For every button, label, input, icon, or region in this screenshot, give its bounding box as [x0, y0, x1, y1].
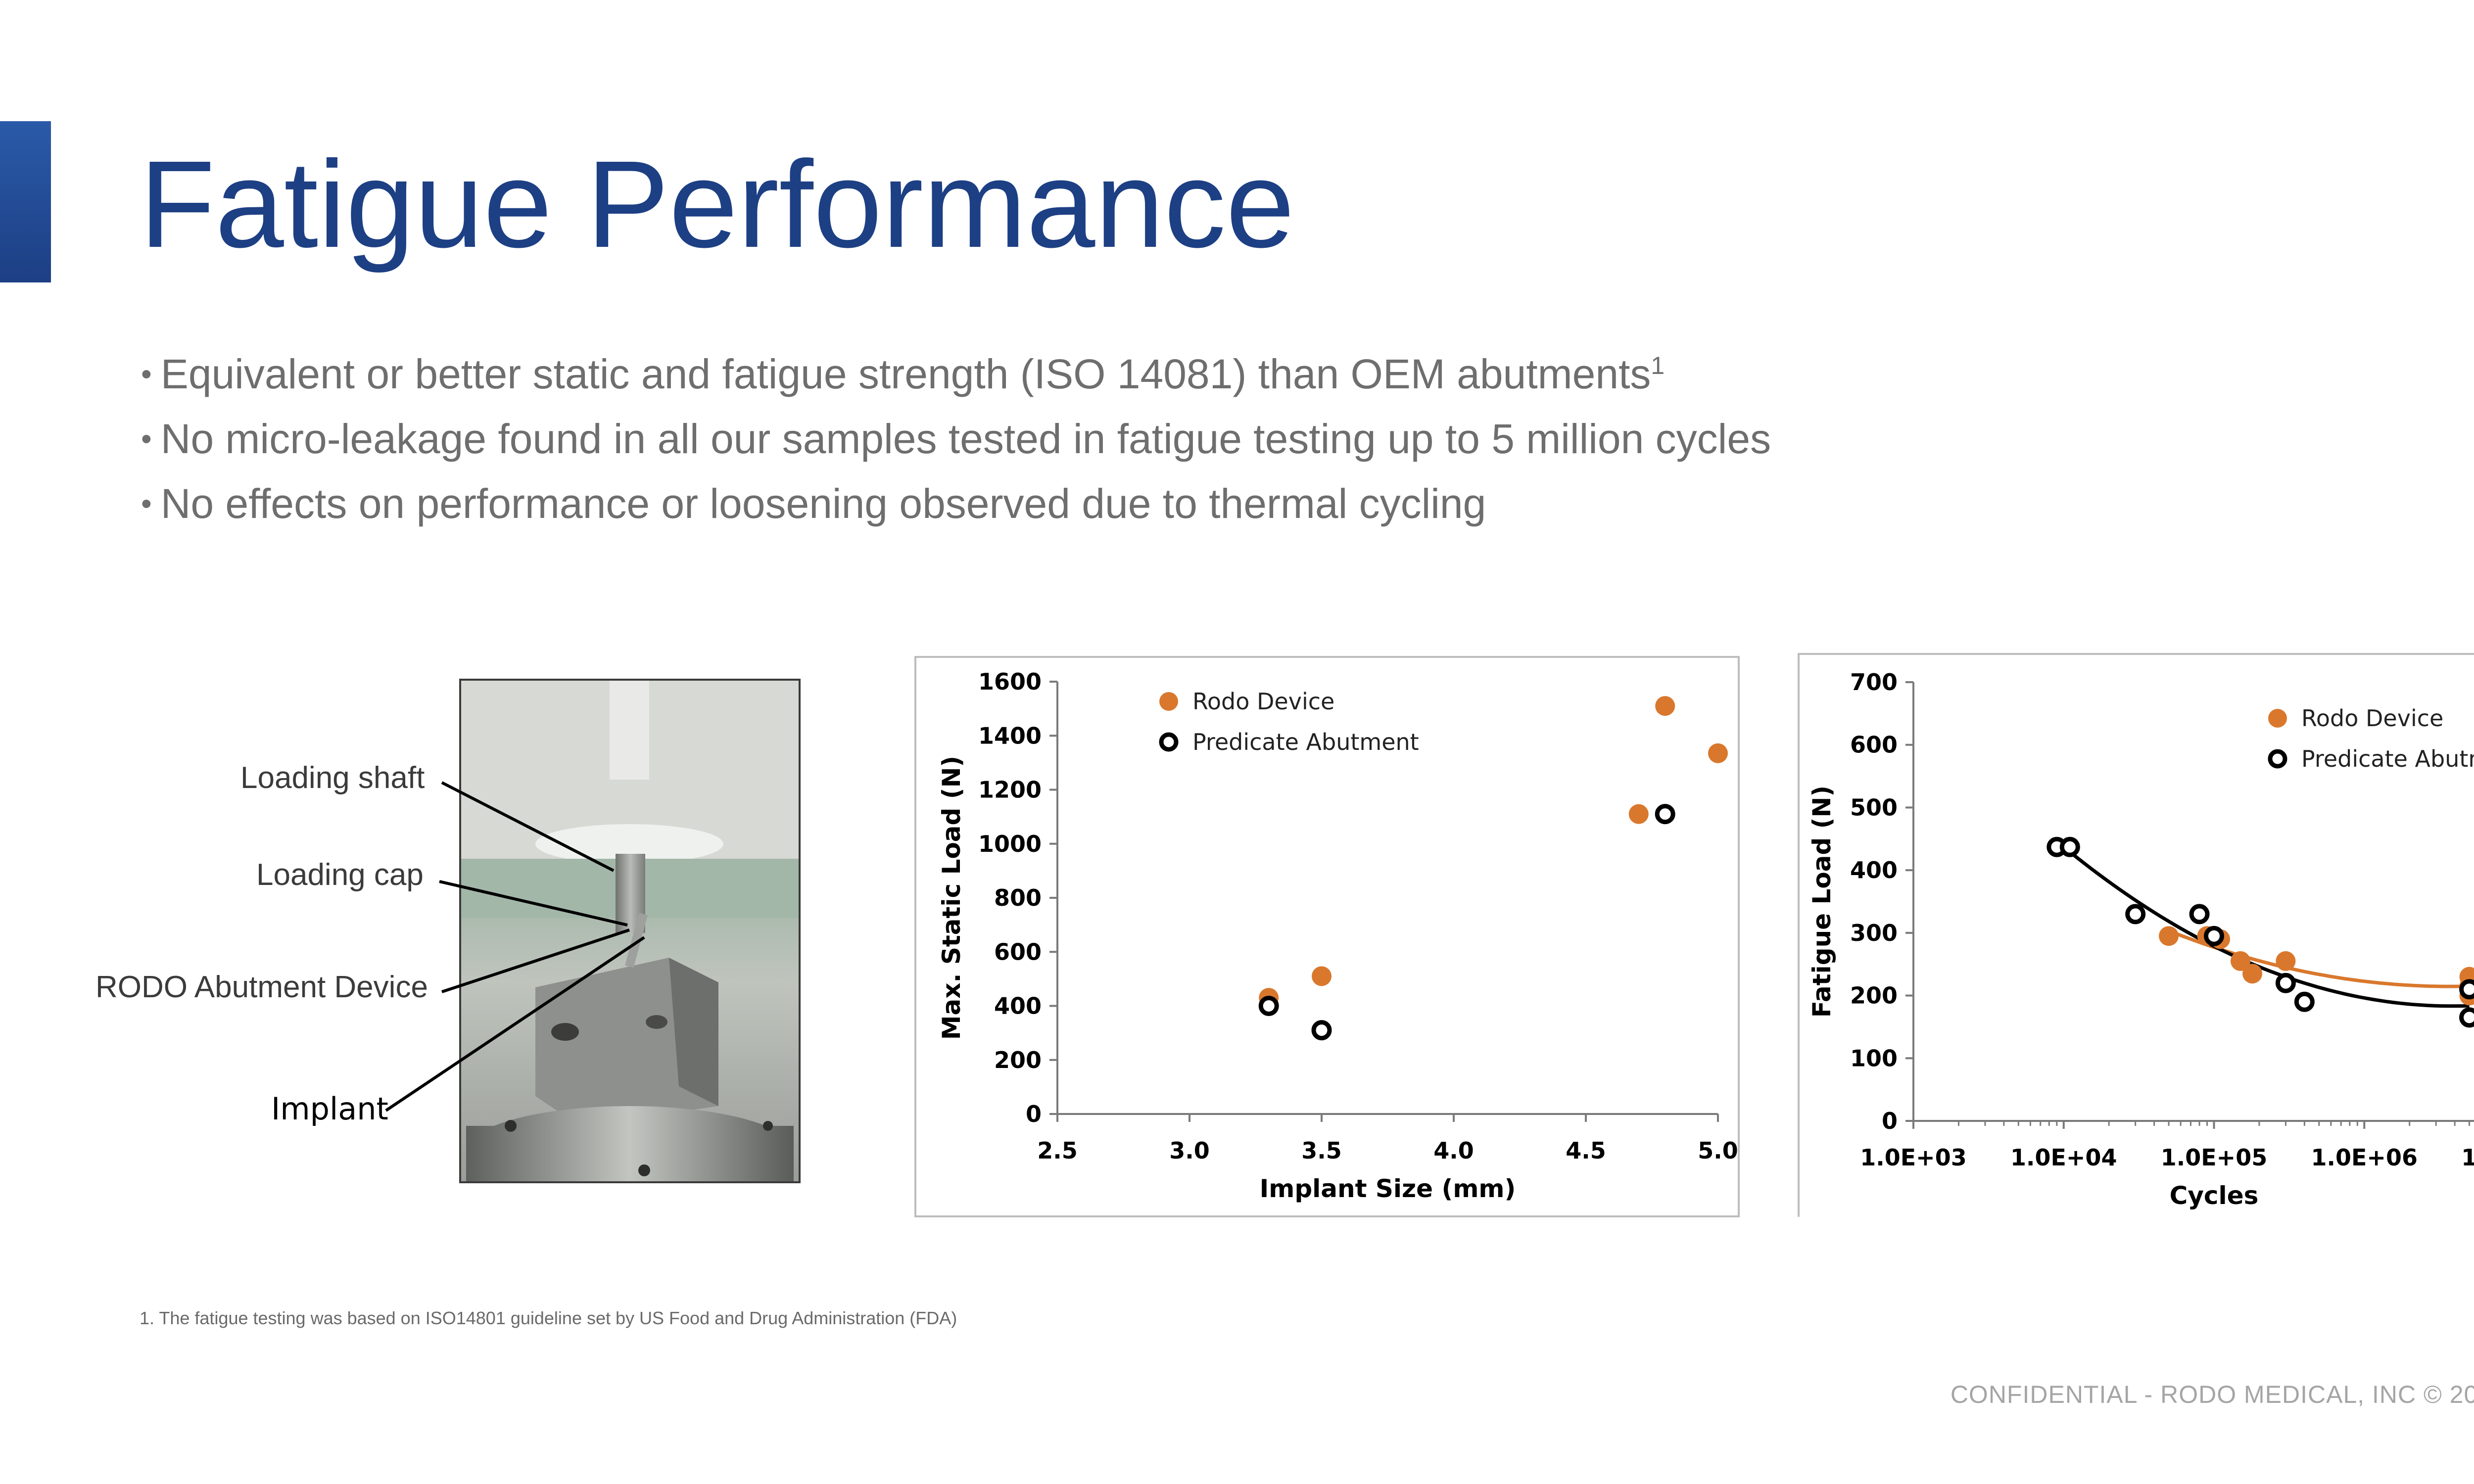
data-point-predicate-abutment [2459, 1007, 2474, 1028]
data-point-rodo-device [1708, 743, 1728, 763]
callout-line-cap [439, 880, 628, 927]
data-point-predicate-abutment [1258, 996, 1279, 1016]
fatigue-load-chart: 0 100 200 300 400 500 600 700 1.0E+03 1.0E+04 1.0E… [1798, 653, 2474, 1217]
legend-label-rodo-device: Rodo Device [1192, 688, 1334, 715]
data-point-rodo-device [1655, 696, 1675, 716]
data-point-predicate-abutment [2459, 979, 2474, 1000]
callout-line-implant [385, 936, 645, 1112]
legend-label-predicate-abutment: Predicate Abutment [2301, 745, 2474, 772]
y-tick-label: 600 [994, 938, 1042, 965]
data-point-predicate-abutment [1655, 804, 1675, 825]
label-abutment-device: RODO Abutment Device [95, 970, 428, 1004]
x-tick-label: 1.0E+07 [2461, 1144, 2474, 1171]
bullet-item: No micro-leakage found in all our sample… [141, 409, 1771, 473]
data-point-rodo-device [2242, 964, 2263, 984]
y-tick-label: 500 [1850, 794, 1898, 821]
static-load-chart: 0 200 400 600 800 1000 1200 1400 1600 2.5 3.0 3.5 4.… [914, 656, 1740, 1217]
x-tick-label: 1.0E+05 [2161, 1144, 2267, 1171]
bullet-text: No effects on performance or loosening o… [160, 480, 1486, 527]
label-loading-cap: Loading cap [256, 858, 424, 892]
legend-label-predicate-abutment: Predicate Abutment [1192, 729, 1419, 755]
bullet-item: No effects on performance or loosening o… [141, 473, 1771, 538]
x-axis-label: Cycles [2170, 1181, 2259, 1210]
x-tick-label: 2.5 [1037, 1137, 1078, 1164]
data-point-rodo-device [2230, 951, 2250, 971]
data-point-predicate-abutment [1311, 1020, 1332, 1041]
test-fixture-illustration [461, 681, 799, 1181]
y-tick-label: 200 [994, 1047, 1042, 1073]
y-tick-label: 400 [994, 993, 1042, 1020]
bullet-text: No micro-leakage found in all our sample… [160, 416, 1771, 462]
data-point-predicate-abutment [2294, 991, 2315, 1012]
data-point-predicate-abutment [2059, 836, 2080, 857]
confidential-footer: CONFIDENTIAL - RODO MEDICAL, INC © 2017 [1950, 1381, 2474, 1408]
data-point-predicate-abutment [2204, 926, 2224, 946]
data-point-predicate-abutment [2125, 904, 2146, 925]
x-tick-label: 4.5 [1566, 1137, 1606, 1164]
y-tick-label: 1400 [978, 722, 1042, 749]
legend-marker-predicate-abutment [2268, 749, 2287, 769]
legend-marker-rodo-device [1159, 692, 1178, 711]
y-tick-label: 1600 [978, 668, 1042, 695]
test-fixture-photo [459, 679, 801, 1183]
legend-label-rodo-device: Rodo Device [2301, 705, 2443, 732]
footnote: 1. The fatigue testing was based on ISO1… [140, 1308, 957, 1328]
data-point-predicate-abutment [2189, 904, 2210, 925]
bullet-item: Equivalent or better static and fatigue … [141, 344, 1771, 409]
bullet-list: Equivalent or better static and fatigue … [141, 344, 1771, 538]
y-tick-label: 800 [994, 884, 1042, 911]
fatigue-load-chart-svg: 0 100 200 300 400 500 600 700 1.0E+03 1.0E+04 1.0E… [1808, 669, 2474, 1210]
static-load-chart-svg: 0 200 400 600 800 1000 1200 1400 1600 2.5 3.0 3.5 4.… [937, 668, 1738, 1203]
trendline-predicate-abutment [2055, 839, 2470, 1008]
data-point-rodo-device [1628, 804, 1649, 824]
label-implant: Implant [271, 1091, 388, 1127]
x-tick-label: 3.5 [1301, 1137, 1342, 1164]
label-loading-shaft: Loading shaft [240, 761, 425, 795]
x-tick-label: 3.0 [1169, 1137, 1210, 1164]
y-tick-label: 1200 [978, 777, 1042, 803]
callout-line-abutment [441, 928, 630, 993]
footnote-marker: 1 [1651, 352, 1665, 379]
y-tick-label: 600 [1850, 732, 1898, 758]
x-tick-label: 4.0 [1433, 1137, 1474, 1164]
y-tick-label: 400 [1850, 857, 1898, 883]
y-tick-label: 300 [1850, 920, 1898, 946]
y-tick-label: 700 [1850, 669, 1898, 696]
bullet-text: Equivalent or better static and fatigue … [160, 351, 1651, 397]
page-title: Fatigue Performance [140, 135, 1295, 273]
title-accent-bar [0, 121, 51, 282]
y-axis-label: Fatigue Load (N) [1808, 786, 1836, 1018]
y-tick-label: 100 [1850, 1045, 1898, 1071]
y-tick-label: 0 [1026, 1101, 1042, 1127]
data-point-predicate-abutment [2275, 973, 2296, 993]
legend-marker-predicate-abutment [1159, 732, 1179, 752]
x-tick-label: 1.0E+06 [2311, 1144, 2418, 1171]
x-tick-label: 1.0E+03 [1860, 1144, 1966, 1171]
legend-marker-rodo-device [2268, 709, 2287, 728]
data-point-rodo-device [2276, 951, 2296, 971]
y-tick-label: 1000 [978, 831, 1042, 857]
data-point-rodo-device [1312, 966, 1332, 986]
y-tick-label: 0 [1882, 1108, 1898, 1134]
x-tick-label: 1.0E+04 [2010, 1144, 2117, 1171]
y-axis-label: Max. Static Load (N) [937, 756, 966, 1040]
y-tick-label: 200 [1850, 982, 1898, 1009]
x-axis-label: Implant Size (mm) [1260, 1174, 1516, 1203]
data-point-rodo-device [2159, 926, 2179, 946]
x-tick-label: 5.0 [1698, 1137, 1738, 1164]
callout-line-shaft [441, 781, 615, 872]
